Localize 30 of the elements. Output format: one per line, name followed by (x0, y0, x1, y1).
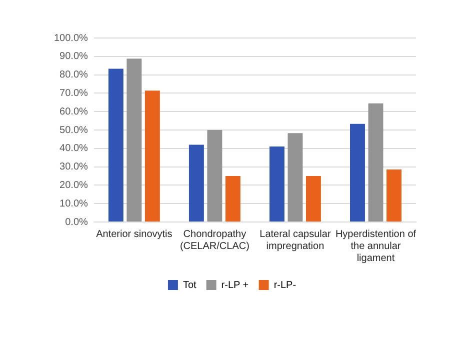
y-tick-label: 90.0% (60, 51, 88, 62)
legend-label: Tot (182, 280, 197, 291)
y-tick-label: 40.0% (60, 143, 88, 154)
y-tick-label: 0.0% (65, 216, 88, 228)
bar (126, 58, 142, 222)
y-tick-label: 30.0% (60, 162, 88, 173)
bar (144, 90, 160, 222)
bar (108, 68, 124, 222)
bar (306, 176, 321, 222)
y-tick-label: 70.0% (60, 88, 88, 99)
y-tick-label: 10.0% (60, 198, 88, 210)
y-tick-label: 80.0% (60, 70, 88, 81)
y-tick-label: 50.0% (60, 124, 88, 136)
y-tick-label: 100.0% (54, 32, 88, 44)
bar (288, 133, 303, 222)
bar (207, 130, 222, 222)
y-tick-label: 60.0% (60, 106, 88, 118)
x-tick-label: Anterior sinovytis (96, 228, 172, 240)
bar (269, 146, 284, 222)
x-tick-label: Hyperdistention of the annular ligament (335, 228, 416, 264)
bar (368, 103, 384, 222)
x-tick-label: Lateral capsular impregnation (260, 228, 332, 252)
bar (350, 124, 365, 222)
legend-label: r-LP + (221, 280, 249, 291)
legend-label: r-LP- (274, 280, 296, 291)
bar (386, 170, 402, 222)
x-tick-label: Chondropathy (CELAR/CLAC) (180, 228, 250, 252)
bar (188, 144, 204, 222)
y-tick-label: 20.0% (60, 180, 88, 191)
bar (225, 176, 240, 222)
